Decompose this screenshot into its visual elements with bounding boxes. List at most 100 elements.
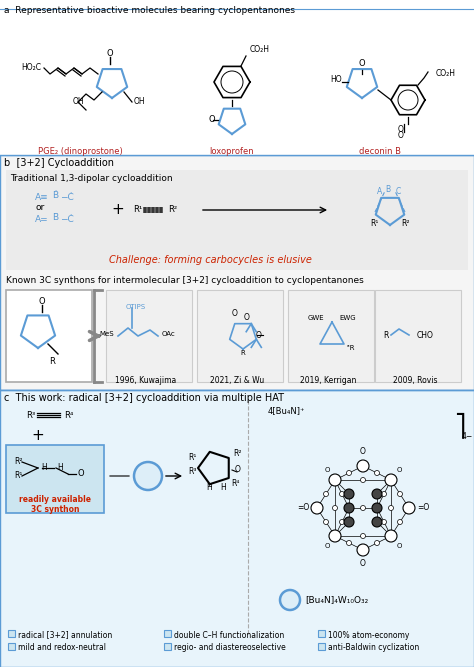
Text: W: W [142, 471, 154, 481]
Text: CO₂H: CO₂H [250, 45, 270, 55]
Text: regio- and diastereoselective: regio- and diastereoselective [174, 644, 286, 652]
Text: O: O [396, 543, 401, 549]
Text: A≡: A≡ [35, 193, 49, 203]
Text: HO: HO [330, 75, 342, 85]
Bar [0, 390, 474, 667]
Bar [8, 630, 15, 637]
Text: R⁴: R⁴ [231, 478, 239, 488]
Circle shape [329, 474, 341, 486]
Text: O: O [398, 131, 404, 141]
Text: EWG: EWG [340, 315, 356, 321]
Text: OH: OH [72, 97, 84, 107]
Circle shape [357, 544, 369, 556]
Bar [6, 290, 92, 382]
Text: C: C [395, 187, 401, 197]
Bar [375, 290, 461, 382]
Text: R³: R³ [26, 410, 35, 420]
Text: H: H [220, 484, 226, 492]
Text: −Ċ: −Ċ [60, 215, 74, 225]
Text: W: W [284, 595, 295, 605]
Circle shape [361, 478, 365, 482]
Text: CHO: CHO [417, 331, 434, 340]
Text: O: O [39, 297, 46, 305]
Text: CO₂H: CO₂H [436, 69, 456, 79]
Text: readily available: readily available [19, 496, 91, 504]
Text: O: O [232, 309, 238, 317]
Circle shape [372, 489, 382, 499]
Text: R²: R² [402, 219, 410, 229]
Text: MeS: MeS [100, 331, 114, 337]
Text: H: H [57, 464, 63, 472]
Text: +: + [111, 203, 124, 217]
Text: W: W [406, 506, 412, 510]
Text: W: W [314, 506, 320, 510]
Circle shape [374, 470, 380, 476]
Circle shape [382, 520, 386, 524]
Text: O: O [324, 467, 330, 473]
Text: R: R [49, 358, 55, 366]
Text: OTIPS: OTIPS [126, 304, 146, 310]
Circle shape [332, 506, 337, 510]
Text: O: O [78, 470, 85, 478]
Text: [Bu₄N]₄W₁₀O₃₂: [Bu₄N]₄W₁₀O₃₂ [305, 596, 368, 604]
Circle shape [329, 530, 341, 542]
Circle shape [361, 534, 365, 538]
Circle shape [311, 502, 323, 514]
Text: ''R: ''R [346, 345, 355, 351]
Text: R⁴: R⁴ [64, 410, 73, 420]
Text: 4[Bu₄N]⁺: 4[Bu₄N]⁺ [268, 406, 306, 415]
Circle shape [346, 540, 352, 546]
Bar [318, 643, 325, 650]
Circle shape [346, 470, 352, 476]
Text: b  [3+2] Cycloaddition: b [3+2] Cycloaddition [4, 158, 114, 168]
Circle shape [389, 506, 393, 510]
Text: 100% atom-economy: 100% atom-economy [328, 630, 410, 640]
Text: 2019, Kerrigan: 2019, Kerrigan [300, 376, 356, 385]
Text: W: W [346, 492, 352, 496]
Text: c  This work: radical [3+2] cycloaddition via multiple HAT: c This work: radical [3+2] cycloaddition… [4, 393, 284, 403]
Bar [0, 155, 474, 390]
Text: R²: R² [233, 450, 241, 458]
Text: W: W [332, 534, 338, 538]
Text: W: W [360, 548, 366, 552]
Text: or: or [36, 203, 45, 213]
Text: R³: R³ [189, 468, 197, 476]
Bar [106, 290, 192, 382]
Text: A=: A= [35, 215, 49, 225]
Text: PGE₂ (dinoprostone): PGE₂ (dinoprostone) [37, 147, 122, 156]
Text: O: O [107, 49, 113, 57]
Text: W: W [374, 506, 380, 510]
Bar [6, 445, 104, 513]
Text: deconin B: deconin B [359, 147, 401, 156]
Text: radical [3+2] annulation: radical [3+2] annulation [18, 630, 112, 640]
Text: Traditional 1,3-dipolar cycloaddition: Traditional 1,3-dipolar cycloaddition [10, 174, 173, 183]
Text: W: W [374, 520, 380, 524]
Text: 2021, Zi & Wu: 2021, Zi & Wu [210, 376, 264, 385]
Text: O: O [235, 466, 241, 474]
Text: 1996, Kuwajima: 1996, Kuwajima [115, 376, 177, 385]
Circle shape [323, 492, 328, 496]
Bar [6, 170, 468, 270]
Circle shape [344, 517, 354, 527]
Bar [318, 630, 325, 637]
Text: R²: R² [14, 458, 22, 466]
Circle shape [134, 462, 162, 490]
Text: R¹: R¹ [189, 454, 197, 462]
Circle shape [280, 590, 300, 610]
Text: B̈: B̈ [52, 213, 58, 223]
Text: double C–H functionalization: double C–H functionalization [174, 630, 284, 640]
Text: O: O [256, 331, 262, 340]
Text: mild and redox-neutral: mild and redox-neutral [18, 644, 106, 652]
Text: W: W [374, 492, 380, 496]
Text: R: R [241, 350, 246, 356]
Text: H: H [206, 484, 212, 492]
Text: R²: R² [168, 205, 177, 215]
Text: H: H [41, 464, 47, 472]
Text: R¹: R¹ [370, 219, 378, 229]
Text: OH: OH [134, 97, 146, 107]
Circle shape [382, 492, 386, 496]
Circle shape [323, 520, 328, 524]
Circle shape [344, 503, 354, 513]
Bar [164, 630, 171, 637]
Text: O: O [398, 125, 404, 135]
